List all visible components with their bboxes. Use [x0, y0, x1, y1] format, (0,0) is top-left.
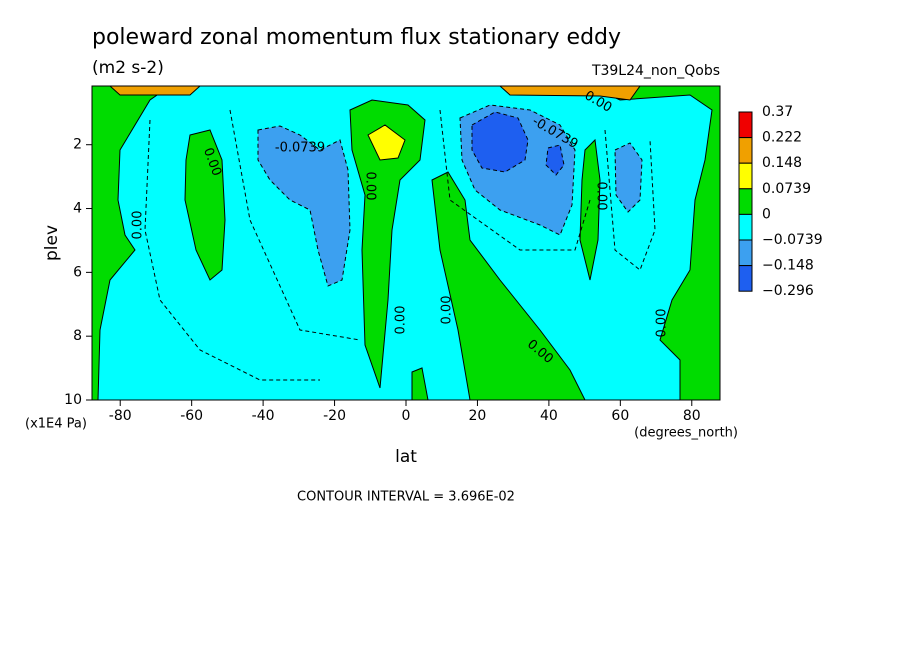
- y-axis-unit: (x1E4 Pa): [25, 417, 87, 432]
- region-positive: [579, 138, 601, 281]
- x-tick-label: -60: [180, 408, 203, 424]
- y-tick-label: 6: [73, 264, 82, 280]
- region-positive: [589, 86, 720, 400]
- x-axis-label: lat: [395, 447, 417, 467]
- y-axis-label: plev: [42, 225, 62, 261]
- colorbar-box: [738, 188, 753, 215]
- x-tick-label: 80: [683, 408, 701, 424]
- contour-label: 0.00: [394, 306, 409, 335]
- colorbar-label: 0.148: [762, 155, 802, 171]
- region-positive: [411, 367, 429, 400]
- region-top: [109, 86, 641, 101]
- contour-field: [91, 85, 721, 401]
- y-tick-label: 8: [73, 328, 82, 344]
- run-label: T39L24_non_Qobs: [591, 63, 720, 79]
- contour-label: 0.00: [594, 182, 609, 211]
- region-negative-strong: [545, 144, 565, 176]
- x-tick-label: 20: [469, 408, 487, 424]
- region-negative-strong: [471, 111, 529, 173]
- contour-label: 0.00: [655, 309, 670, 338]
- colorbar-box: [738, 213, 753, 241]
- y-tick-label: 10: [64, 392, 82, 408]
- region-positive: [349, 99, 426, 389]
- contour-label: 0.00: [440, 296, 455, 325]
- contour-label: -0.0739: [275, 141, 325, 156]
- y-tick-label: 2: [73, 137, 82, 153]
- colorbar-box: [738, 111, 753, 139]
- colorbar-box: [738, 239, 753, 267]
- footer: CONTOUR INTERVAL = 3.696E-02: [297, 490, 515, 505]
- region-positive: [431, 171, 586, 400]
- colorbar-label: −0.296: [762, 283, 814, 299]
- colorbar-label: 0.222: [762, 130, 802, 146]
- x-tick-label: -80: [109, 408, 132, 424]
- x-tick-label: -20: [323, 408, 346, 424]
- region-positive: [184, 129, 226, 281]
- colorbar-box: [738, 137, 753, 164]
- contour-label: 0.00: [363, 172, 378, 201]
- region-positive-high: [367, 124, 406, 161]
- contour-line: [439, 109, 591, 251]
- x-tick-label: 0: [402, 408, 411, 424]
- region-positive: [92, 86, 171, 400]
- colorbar-label: 0: [762, 206, 771, 222]
- x-axis-unit: (degrees_north): [634, 426, 738, 441]
- x-tick-label: -40: [252, 408, 275, 424]
- y-tick-label: 4: [73, 201, 82, 217]
- colorbar-box: [738, 265, 753, 292]
- x-tick-label: 40: [540, 408, 558, 424]
- region-negative: [257, 125, 351, 287]
- chart-title: poleward zonal momentum flux stationary …: [92, 25, 621, 50]
- colorbar-label: 0.37: [762, 104, 793, 120]
- contour-line: [604, 129, 656, 271]
- colorbar-label: −0.148: [762, 258, 814, 274]
- colorbar-box: [738, 162, 753, 190]
- contour-line: [144, 119, 320, 381]
- x-tick-label: 60: [611, 408, 629, 424]
- chart-subtitle: (m2 s-2): [92, 58, 164, 78]
- region-negative: [614, 142, 643, 213]
- colorbar-label: 0.0739: [762, 181, 811, 197]
- colorbar-label: −0.0739: [762, 232, 823, 248]
- contour-label: 0.00: [131, 211, 146, 240]
